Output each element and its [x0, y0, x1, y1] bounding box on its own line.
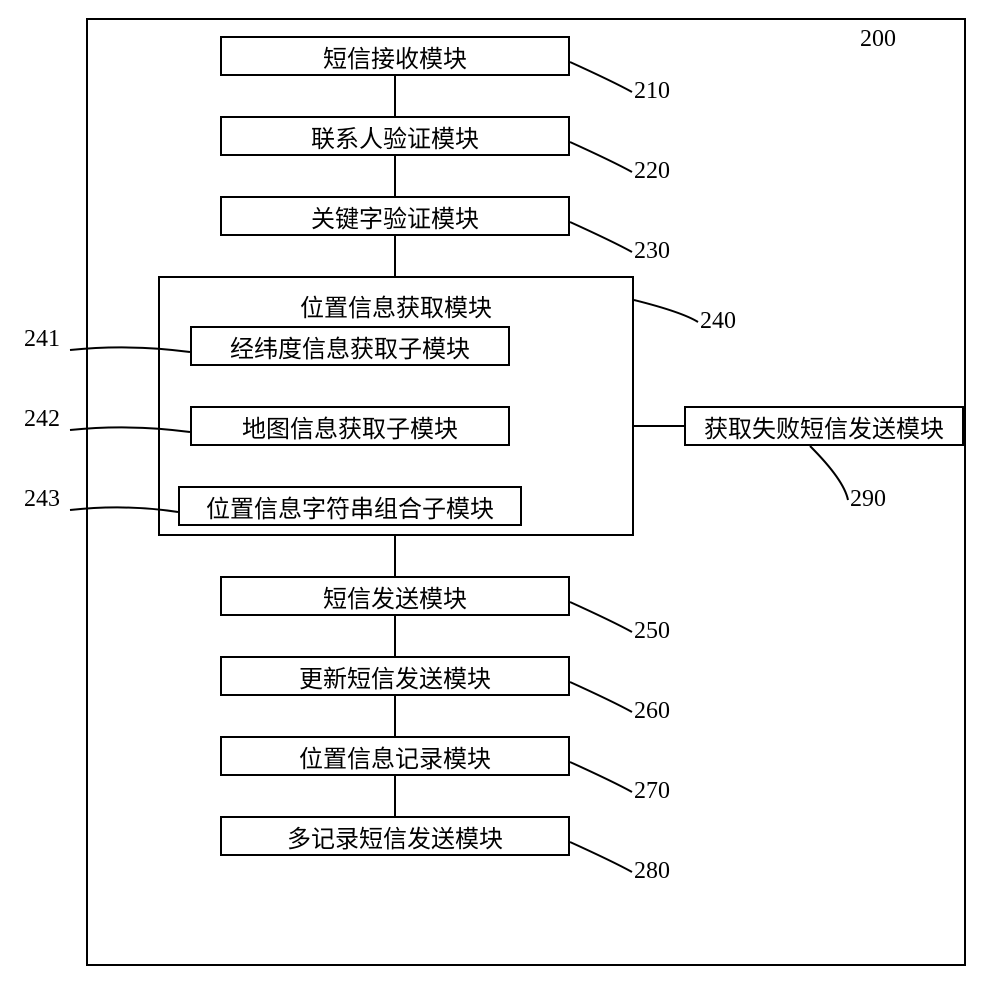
- ref-210: 210: [634, 78, 670, 105]
- module-label: 获取失败短信发送模块: [704, 409, 944, 444]
- submodule-string-combine: 位置信息字符串组合子模块: [178, 486, 522, 526]
- module-multi-record-sms-send: 多记录短信发送模块: [220, 816, 570, 856]
- ref-290: 290: [850, 486, 886, 513]
- module-fail-sms-send: 获取失败短信发送模块: [684, 406, 964, 446]
- ref-240: 240: [700, 308, 736, 335]
- frame-ref-label: 200: [860, 26, 896, 53]
- module-label: 更新短信发送模块: [299, 659, 491, 694]
- module-update-sms-send: 更新短信发送模块: [220, 656, 570, 696]
- module-label: 多记录短信发送模块: [287, 819, 503, 854]
- module-label: 位置信息获取模块: [160, 288, 632, 323]
- module-label: 短信发送模块: [323, 579, 467, 614]
- module-location-record: 位置信息记录模块: [220, 736, 570, 776]
- submodule-label: 经纬度信息获取子模块: [230, 329, 470, 364]
- ref-250: 250: [634, 618, 670, 645]
- module-sms-receive: 短信接收模块: [220, 36, 570, 76]
- submodule-label: 地图信息获取子模块: [242, 409, 458, 444]
- ref-260: 260: [634, 698, 670, 725]
- ref-241: 241: [24, 326, 60, 353]
- module-label: 联系人验证模块: [311, 119, 479, 154]
- module-label: 关键字验证模块: [311, 199, 479, 234]
- ref-280: 280: [634, 858, 670, 885]
- submodule-label: 位置信息字符串组合子模块: [206, 489, 494, 524]
- module-keyword-verify: 关键字验证模块: [220, 196, 570, 236]
- submodule-map-acquire: 地图信息获取子模块: [190, 406, 510, 446]
- module-label: 短信接收模块: [323, 39, 467, 74]
- submodule-latlon-acquire: 经纬度信息获取子模块: [190, 326, 510, 366]
- ref-230: 230: [634, 238, 670, 265]
- ref-270: 270: [634, 778, 670, 805]
- module-sms-send: 短信发送模块: [220, 576, 570, 616]
- module-contact-verify: 联系人验证模块: [220, 116, 570, 156]
- ref-243: 243: [24, 486, 60, 513]
- ref-220: 220: [634, 158, 670, 185]
- module-label: 位置信息记录模块: [299, 739, 491, 774]
- ref-242: 242: [24, 406, 60, 433]
